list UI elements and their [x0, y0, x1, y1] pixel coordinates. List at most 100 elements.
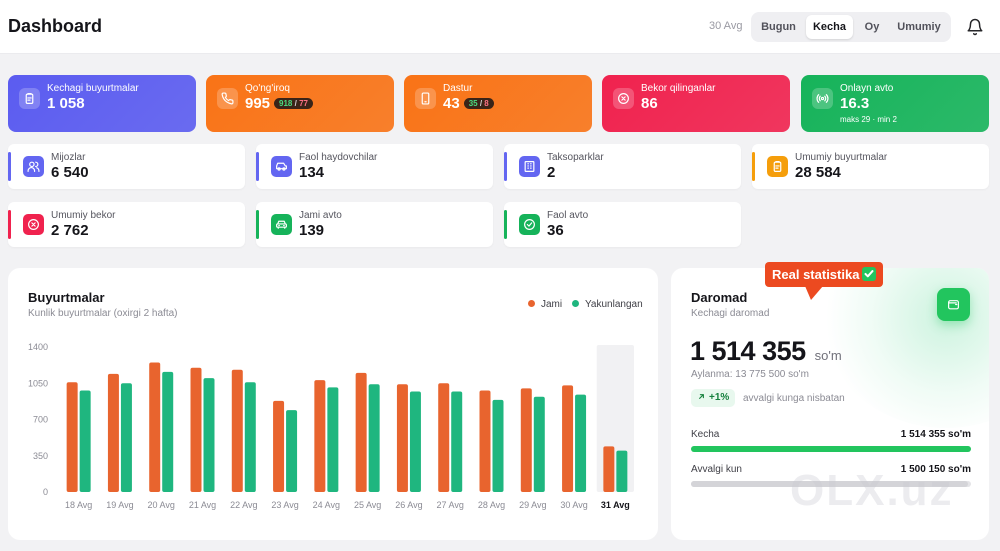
accent-bar	[8, 152, 11, 181]
phone-icon	[217, 88, 238, 109]
accent-bar	[504, 152, 507, 181]
y-tick-label: 700	[33, 415, 48, 425]
hero-card-label: Qo'ng'iroq	[245, 83, 290, 94]
legend-item-total: Jami	[528, 299, 562, 310]
bar-total	[66, 382, 78, 492]
compare-label: Kecha	[691, 429, 720, 440]
hero-card-subtext: maks 29 · min 2	[840, 115, 897, 124]
bell-icon[interactable]	[966, 18, 984, 36]
bar-total	[520, 388, 532, 492]
stat-card-taxi-parks[interactable]: Taksoparklar 2	[504, 144, 741, 189]
revenue-title: Daromad	[691, 290, 748, 305]
x-tick-label: 22 Avg	[230, 500, 257, 510]
bar-total	[603, 446, 615, 492]
change-text: avvalgi kunga nisbatan	[743, 393, 845, 404]
bar-completed	[492, 399, 504, 492]
stat-value: 2 762	[51, 222, 89, 239]
stat-card-active-drivers[interactable]: Faol haydovchilar 134	[256, 144, 493, 189]
turnover-text: Aylanma: 13 775 500 so'm	[691, 369, 809, 380]
stat-label: Mijozlar	[51, 152, 86, 163]
building-icon	[519, 156, 540, 177]
bar-total	[231, 369, 243, 492]
smartphone-icon	[415, 88, 436, 109]
revenue-amount: 1 514 355 so'm	[690, 336, 842, 366]
period-tab-total[interactable]: Umumiy	[897, 21, 941, 33]
x-tick-label: 31 Avg	[601, 500, 630, 510]
legend-dot	[572, 300, 579, 307]
accent-bar	[752, 152, 755, 181]
hero-card-cancelled[interactable]: Bekor qilinganlar 86	[602, 75, 790, 132]
period-tab-yesterday[interactable]: Kecha	[806, 15, 853, 39]
bar-completed	[203, 378, 215, 492]
x-tick-label: 30 Avg	[560, 500, 587, 510]
split-badge: 35 / 8	[463, 98, 494, 109]
orders-bar-chart: 0 350 700 1050 1400 18 Avg 19 Avg 20 Avg 21 Avg 2…	[28, 342, 634, 510]
split-badge: 918 / 77	[274, 98, 313, 109]
users-icon	[23, 156, 44, 177]
check-circle-icon	[519, 214, 540, 235]
hero-card-app[interactable]: Dastur 43 35 / 8	[404, 75, 592, 132]
x-tick-label: 26 Avg	[395, 500, 422, 510]
compare-value: 1 500 150 so'm	[900, 464, 971, 475]
accent-bar	[256, 152, 259, 181]
stat-card-clients[interactable]: Mijozlar 6 540	[8, 144, 245, 189]
x-tick-label: 25 Avg	[354, 500, 381, 510]
hero-card-yesterday-orders[interactable]: Kechagi buyurtmalar 1 058	[8, 75, 196, 132]
x-tick-label: 24 Avg	[313, 500, 340, 510]
orders-chart-card: Buyurtmalar Kunlik buyurtmalar (oxirgi 2…	[8, 268, 658, 540]
accent-bar	[504, 210, 507, 239]
x-tick-label: 21 Avg	[189, 500, 216, 510]
chart-subtitle: Kunlik buyurtmalar (oxirgi 2 hafta)	[28, 308, 178, 319]
stat-card-active-cars[interactable]: Faol avto 36	[504, 202, 741, 247]
x-tick-label: 18 Avg	[65, 500, 92, 510]
progress-track	[691, 481, 971, 487]
wallet-icon[interactable]	[937, 288, 970, 321]
bar-completed	[120, 383, 132, 492]
bar-completed	[616, 450, 628, 492]
stat-value: 139	[299, 222, 325, 239]
period-tab-today[interactable]: Bugun	[761, 21, 796, 33]
stat-label: Umumiy buyurtmalar	[795, 152, 888, 163]
y-tick-label: 350	[33, 451, 48, 461]
callout-badge: Real statistika	[765, 262, 884, 287]
period-tab-month[interactable]: Oy	[864, 21, 880, 33]
cancel-circle-icon	[613, 88, 634, 109]
x-tick-label: 23 Avg	[271, 500, 298, 510]
bar-completed	[327, 387, 339, 492]
hero-card-label: Onlayn avto	[840, 83, 894, 94]
hero-card-value: 1 058	[47, 95, 85, 112]
revenue-subtitle: Kechagi daromad	[691, 308, 770, 319]
car-icon	[271, 156, 292, 177]
bar-completed	[244, 382, 256, 492]
bar-total	[107, 373, 119, 492]
bar-total	[562, 385, 574, 492]
bar-total	[438, 383, 450, 492]
hero-card-online-cars[interactable]: Onlayn avto 16.3 maks 29 · min 2	[801, 75, 989, 132]
callout-pointer	[805, 286, 823, 300]
top-bar: Dashboard 30 Avg Bugun Kecha Oy Umumiy	[0, 0, 1000, 54]
hero-card-label: Bekor qilinganlar	[641, 83, 716, 94]
stat-card-total-orders[interactable]: Umumiy buyurtmalar 28 584	[752, 144, 989, 189]
progress-track	[691, 446, 971, 452]
stat-card-total-cars[interactable]: Jami avto 139	[256, 202, 493, 247]
y-tick-label: 1050	[28, 378, 48, 388]
stat-card-total-cancelled[interactable]: Umumiy bekor 2 762	[8, 202, 245, 247]
legend-dot	[528, 300, 535, 307]
x-tick-label: 19 Avg	[106, 500, 133, 510]
bar-total	[314, 380, 326, 492]
hero-card-label: Kechagi buyurtmalar	[47, 83, 139, 94]
car-front-icon	[271, 214, 292, 235]
y-tick-label: 1400	[28, 342, 48, 352]
arrow-up-right-icon	[699, 394, 704, 399]
page-title: Dashboard	[8, 16, 103, 36]
hero-card-calls[interactable]: Qo'ng'iroq 995 918 / 77	[206, 75, 394, 132]
stat-label: Faol haydovchilar	[299, 152, 378, 163]
clipboard-icon	[767, 156, 788, 177]
compare-value: 1 514 355 so'm	[900, 429, 971, 440]
highlight-column	[596, 345, 634, 492]
x-tick-label: 27 Avg	[437, 500, 464, 510]
x-tick-label: 28 Avg	[478, 500, 505, 510]
bar-total	[273, 400, 285, 492]
check-mark-icon	[862, 267, 877, 281]
hero-card-value: 43 35 / 8	[443, 95, 494, 112]
